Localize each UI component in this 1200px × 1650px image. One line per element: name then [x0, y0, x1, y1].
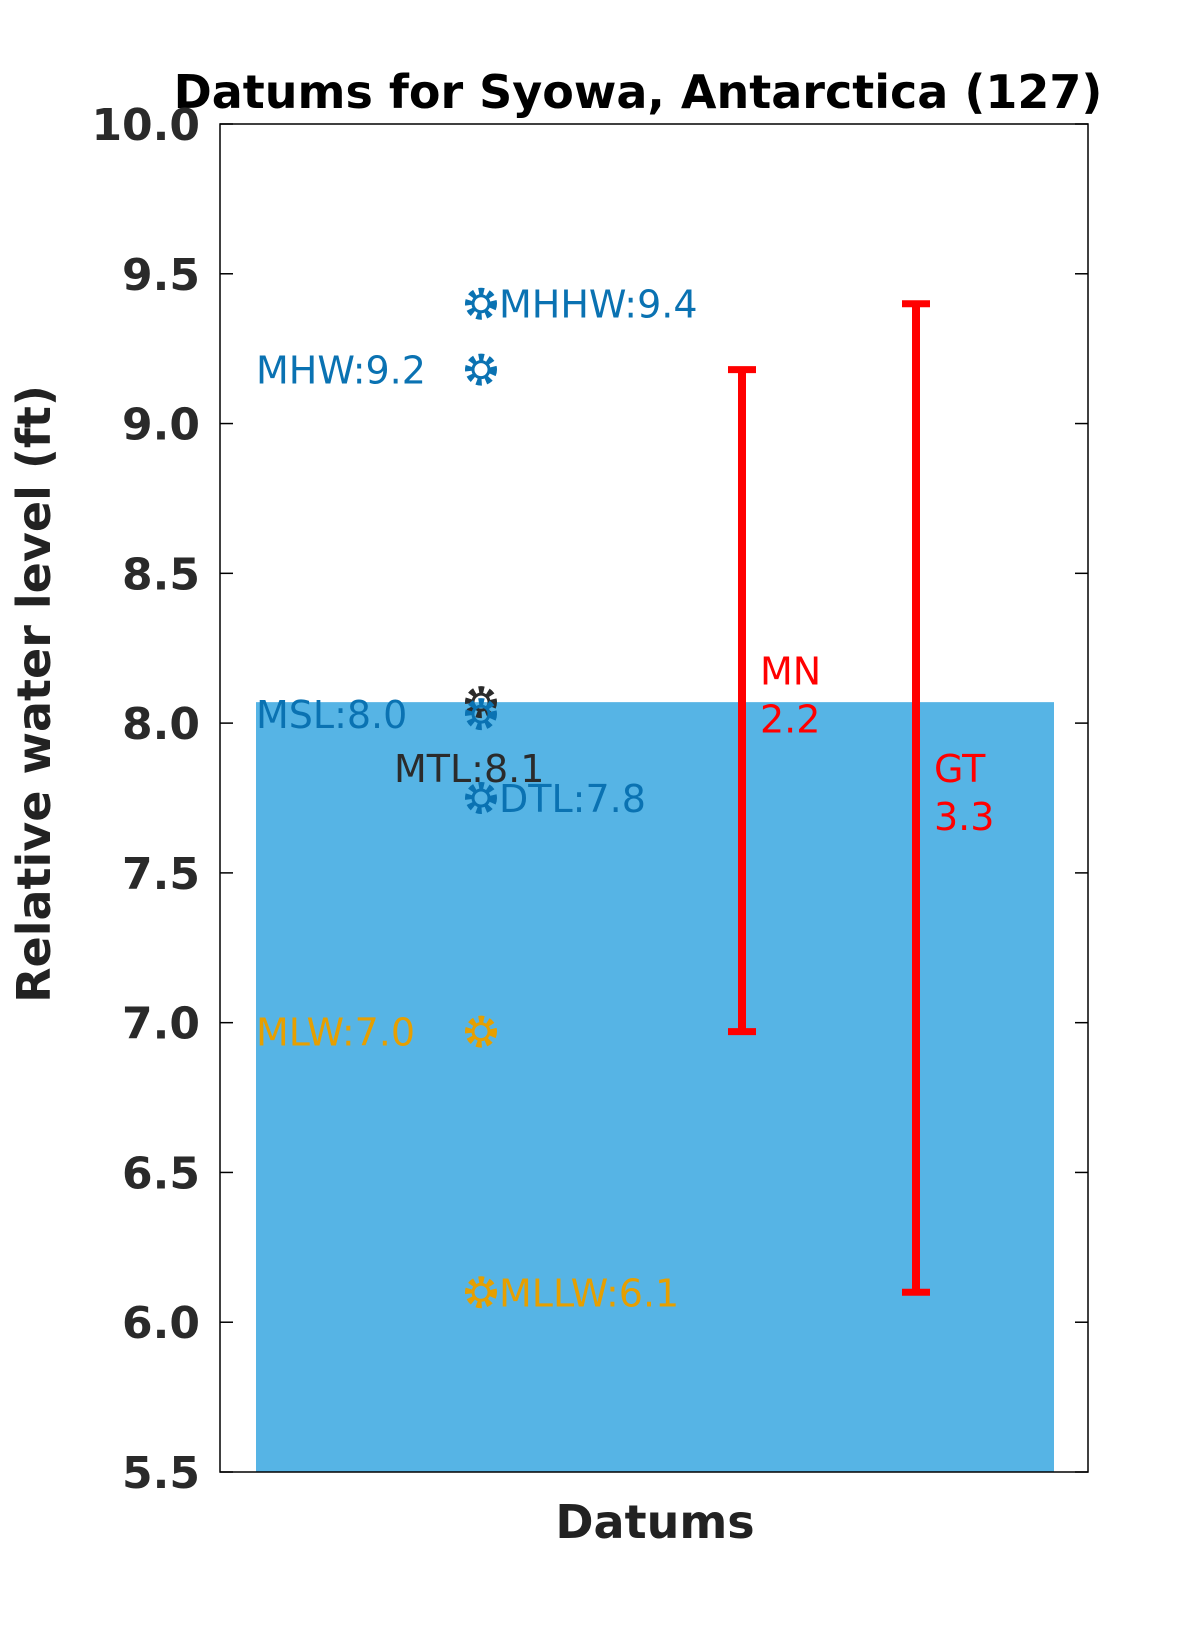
datum-label-mhhw: MHHW:9.4 — [499, 283, 698, 327]
y-tick-label-5: 8.0 — [122, 699, 200, 750]
range-label-mn: MN — [760, 650, 821, 694]
x-axis-label: Datums — [555, 1495, 754, 1549]
y-tick-label-0: 5.5 — [122, 1448, 200, 1499]
chart-title: Datums for Syowa, Antarctica (127) — [174, 65, 1103, 119]
y-axis-label: Relative water level (ft) — [7, 385, 61, 1003]
datum-label-msl: MSL:8.0 — [256, 693, 407, 737]
y-tick-label-6: 8.5 — [122, 549, 200, 600]
range-value-mn: 2.2 — [760, 698, 820, 742]
range-value-gt: 3.3 — [934, 795, 994, 839]
marker-dtl — [465, 782, 497, 814]
marker-ring-mllw — [471, 1282, 491, 1302]
datum-label-dtl: DTL:7.8 — [499, 777, 646, 821]
y-tick-label-3: 7.0 — [122, 999, 200, 1050]
range-label-gt: GT — [934, 747, 986, 791]
y-tick-label-8: 9.5 — [122, 250, 200, 301]
datum-label-mtl: MTL:8.1 — [394, 747, 544, 791]
marker-mtl — [465, 686, 497, 719]
marker-ring-mhw — [471, 360, 491, 380]
y-tick-label-7: 9.0 — [122, 400, 200, 451]
marker-mhw — [465, 353, 497, 386]
marker-ring-mlw — [471, 1022, 491, 1042]
marker-msl — [465, 698, 497, 731]
marker-mllw — [465, 1276, 497, 1309]
marker-ring-msl — [471, 704, 491, 724]
y-tick-label-4: 7.5 — [122, 849, 200, 900]
y-tick-label-9: 10.0 — [91, 100, 200, 151]
plot-area: 5.5 6.0 6.5 7.0 7.5 8.0 8.5 9.0 9.5 10.0 MHHW:9.4 M… — [91, 100, 1089, 1499]
y-tick-label-1: 6.0 — [122, 1298, 200, 1349]
marker-ring-dtl — [471, 788, 491, 808]
marker-mlw — [465, 1015, 497, 1048]
datum-label-mlw: MLW:7.0 — [256, 1011, 415, 1055]
datum-label-mhw: MHW:9.2 — [256, 349, 426, 393]
plot-frame — [219, 123, 1089, 1473]
y-tick-label-2: 6.5 — [122, 1148, 200, 1199]
datum-label-mllw: MLLW:6.1 — [499, 1271, 679, 1315]
marker-mhhw — [465, 287, 497, 320]
water-fill-area — [256, 702, 1054, 1472]
marker-ring-mhhw — [471, 294, 491, 314]
